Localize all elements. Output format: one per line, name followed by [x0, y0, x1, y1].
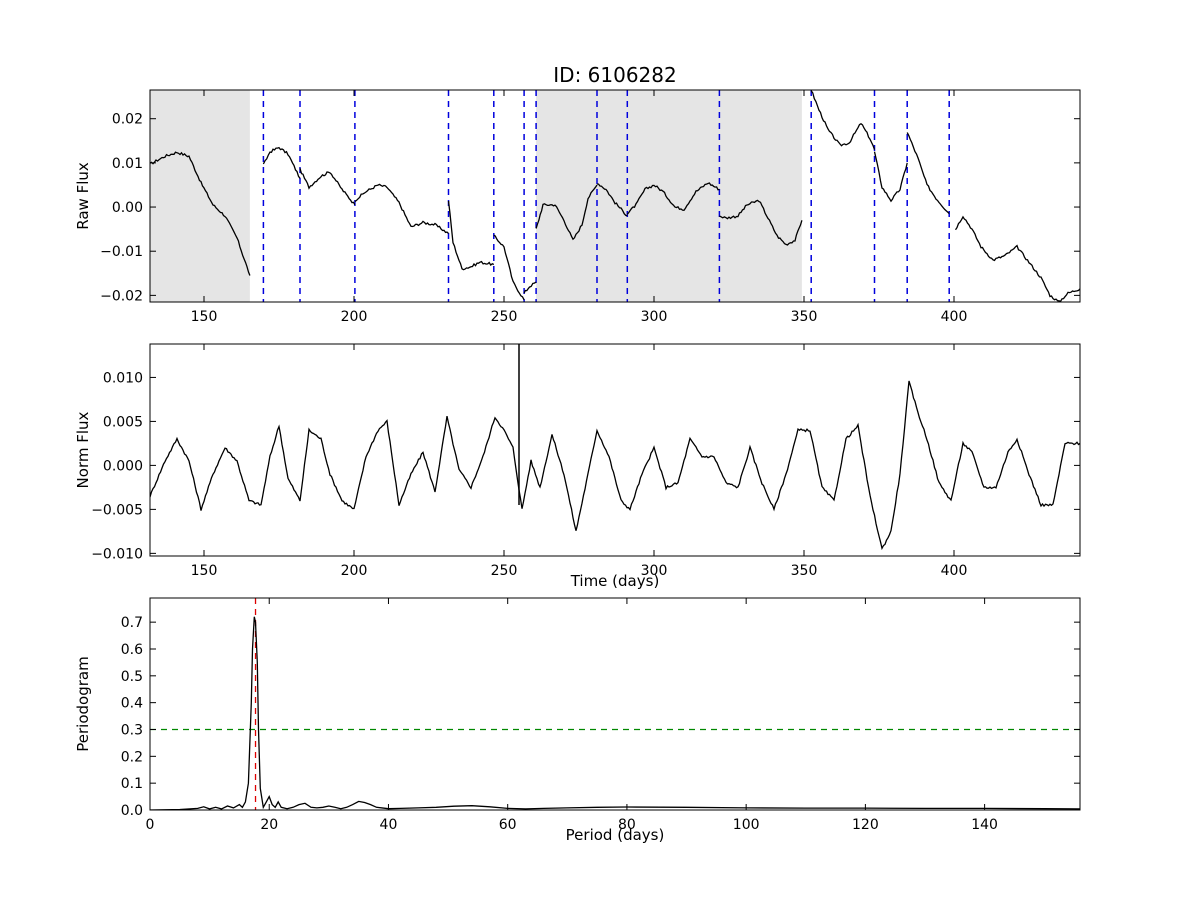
- y-tick-label: 0.1: [121, 776, 143, 792]
- y-tick-label: 0.01: [112, 156, 143, 172]
- x-tick-label: 150: [191, 563, 218, 579]
- figure-title: ID: 6106282: [553, 63, 676, 87]
- raw-flux-segment-11: [810, 90, 876, 150]
- y-axis-label: Norm Flux: [74, 411, 92, 488]
- x-tick-label: 80: [618, 817, 636, 833]
- x-tick-label: 250: [491, 563, 518, 579]
- y-tick-label: 0.7: [121, 615, 143, 631]
- y-axis-label: Raw Flux: [74, 162, 92, 230]
- plot-area: [150, 90, 1080, 302]
- x-tick-label: 300: [641, 309, 668, 325]
- y-tick-label: 0.02: [112, 112, 143, 128]
- y-tick-label: 0.000: [103, 458, 143, 474]
- x-tick-label: 200: [341, 309, 368, 325]
- x-tick-label: 250: [491, 309, 518, 325]
- raw-flux-segment-4: [447, 200, 495, 271]
- norm-flux-panel: 150 200 250 300 350 400 −0.010 −0.005 0.000 0.005…: [74, 343, 1081, 590]
- x-tick-label: 200: [341, 563, 368, 579]
- periodogram-panel: 0 20 40 60 80 100 120 140 0.0 0.1 0.2 0.3 0.4 0.5 0.6 0…: [74, 597, 1081, 844]
- x-tick-label: 300: [641, 563, 668, 579]
- x-tick-label: 140: [971, 817, 998, 833]
- axes-frame: [149, 343, 1081, 557]
- shaded-region-0: [150, 90, 250, 302]
- plot-area: [150, 598, 1080, 810]
- norm-flux-line: [150, 380, 1080, 551]
- y-tick-label: 0.6: [121, 642, 143, 658]
- raw-flux-segment-1: [262, 146, 301, 179]
- x-tick-label: 20: [260, 817, 278, 833]
- raw-flux-segment-3: [354, 183, 449, 234]
- x-tick-label: 400: [941, 309, 968, 325]
- shaded-region-1: [536, 90, 802, 302]
- x-tick-label: 350: [791, 563, 818, 579]
- plot-area: [150, 344, 1080, 551]
- y-tick-label: 0.0: [121, 803, 143, 819]
- x-tick-label: 0: [146, 817, 155, 833]
- raw-flux-segment-13: [906, 132, 950, 215]
- periodogram-line: [150, 616, 1080, 810]
- raw-flux-segment-12: [873, 151, 908, 203]
- x-axis-label: Time (days): [570, 572, 660, 590]
- x-tick-label: 150: [191, 309, 218, 325]
- y-tick-label: −0.010: [91, 546, 143, 562]
- y-tick-label: −0.01: [100, 244, 143, 260]
- y-tick-label: −0.02: [100, 288, 143, 304]
- x-axis-label: Period (days): [566, 826, 665, 844]
- raw-flux-segment-10: [719, 199, 803, 246]
- y-tick-label: 0.2: [121, 749, 143, 765]
- raw-flux-segment-7: [535, 184, 598, 241]
- x-tick-label: 400: [941, 563, 968, 579]
- raw-flux-segment-6: [523, 281, 537, 294]
- y-tick-label: 0.3: [121, 722, 143, 738]
- y-tick-label: 0.5: [121, 669, 143, 685]
- y-tick-label: 0.010: [103, 370, 143, 386]
- raw-flux-panel: 150 200 250 300 350 400 −0.02 −0.01 0.00 0.01 0.02…: [74, 89, 1081, 325]
- raw-flux-segment-0: [150, 151, 251, 276]
- x-tick-label: 100: [733, 817, 760, 833]
- raw-flux-segment-5: [493, 234, 525, 301]
- raw-flux-segment-2: [299, 168, 356, 206]
- raw-flux-segment-9: [626, 182, 720, 215]
- y-tick-label: 0.4: [121, 696, 143, 712]
- axes-frame: [149, 597, 1081, 811]
- y-tick-label: −0.005: [91, 502, 143, 518]
- raw-flux-segment-8: [596, 183, 628, 217]
- raw-flux-segment-14: [954, 215, 1080, 302]
- y-tick-label: 0.005: [103, 414, 143, 430]
- y-tick-label: 0.00: [112, 200, 143, 216]
- x-tick-label: 60: [499, 817, 517, 833]
- x-tick-label: 120: [852, 817, 879, 833]
- x-tick-label: 40: [380, 817, 398, 833]
- y-axis-label: Periodogram: [74, 656, 92, 751]
- axes-frame: [149, 89, 1081, 303]
- x-tick-label: 350: [791, 309, 818, 325]
